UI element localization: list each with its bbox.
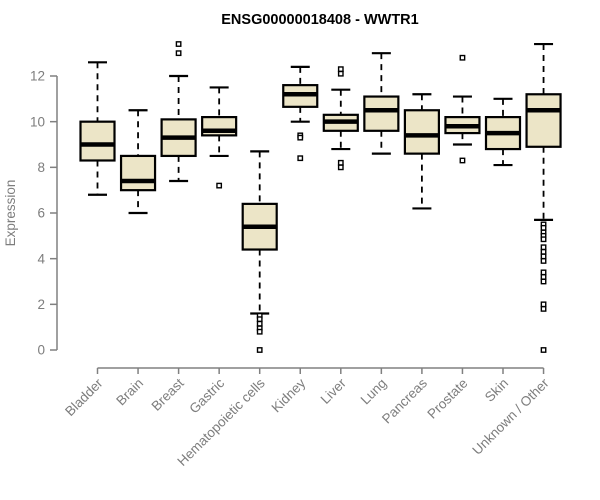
iqr-box — [403, 109, 440, 155]
outlier-point — [297, 155, 304, 162]
box-breast — [160, 41, 197, 183]
chart-title: ENSG00000018408 - WWTR1 — [221, 12, 418, 28]
y-axis-label: Expression — [3, 180, 18, 247]
x-tick-label: Liver — [318, 375, 350, 407]
outlier-point — [175, 41, 182, 47]
outlier-point — [459, 54, 466, 61]
x-tick-label: Brain — [113, 376, 146, 409]
y-tick-label: 8 — [37, 160, 45, 175]
outlier-point — [256, 320, 263, 327]
box-pancreas — [403, 93, 440, 210]
outlier-point — [337, 164, 344, 171]
iqr-box — [363, 95, 400, 132]
outlier-point — [175, 50, 182, 57]
outlier-point — [540, 269, 547, 276]
outlier-point — [540, 347, 547, 353]
x-tick-label: Lung — [358, 376, 390, 408]
y-tick-label: 0 — [37, 343, 45, 358]
iqr-box — [79, 120, 116, 162]
y-tick-label: 6 — [37, 206, 45, 221]
outlier-point — [256, 316, 263, 323]
x-tick-label: Skin — [482, 376, 511, 405]
y-tick-label: 4 — [37, 251, 45, 266]
outlier-point — [540, 224, 547, 231]
box-unknown-other — [525, 42, 562, 353]
box-hematopoietic-cells — [241, 150, 278, 353]
outlier-point — [540, 253, 547, 260]
x-tick-label: Breast — [149, 375, 187, 413]
outlier-point — [540, 278, 547, 285]
outlier-point — [540, 244, 547, 251]
outlier-point — [216, 182, 223, 189]
outlier-point — [256, 328, 263, 335]
x-tick-label: Kidney — [269, 375, 309, 415]
outlier-point — [540, 274, 547, 280]
x-tick-label: Prostate — [424, 376, 470, 422]
box-lung — [363, 52, 400, 155]
outlier-point — [337, 66, 344, 73]
box-liver — [322, 66, 359, 171]
outlier-point — [540, 236, 547, 243]
outlier-point — [256, 347, 263, 353]
x-tick-label: Pancreas — [379, 375, 430, 426]
y-tick-label: 10 — [30, 114, 45, 129]
box-skin — [484, 97, 522, 167]
box-prostate — [444, 54, 481, 164]
x-tick-label: Bladder — [62, 375, 106, 419]
box-kidney — [282, 65, 319, 162]
box-brain — [119, 109, 157, 215]
iqr-box — [525, 93, 562, 148]
outlier-point — [540, 301, 547, 308]
box-gastric — [201, 86, 238, 189]
outlier-point — [540, 258, 547, 264]
outlier-point — [297, 134, 304, 141]
outlier-point — [337, 70, 344, 77]
box-bladder — [79, 61, 116, 196]
outlier-point — [459, 157, 466, 164]
iqr-box — [119, 154, 157, 192]
outlier-point — [540, 248, 547, 255]
y-tick-label: 2 — [37, 297, 45, 312]
outlier-point — [540, 306, 547, 312]
y-tick-label: 12 — [30, 69, 45, 84]
outlier-point — [337, 159, 344, 166]
x-tick-label: Unknown / Other — [469, 375, 552, 458]
